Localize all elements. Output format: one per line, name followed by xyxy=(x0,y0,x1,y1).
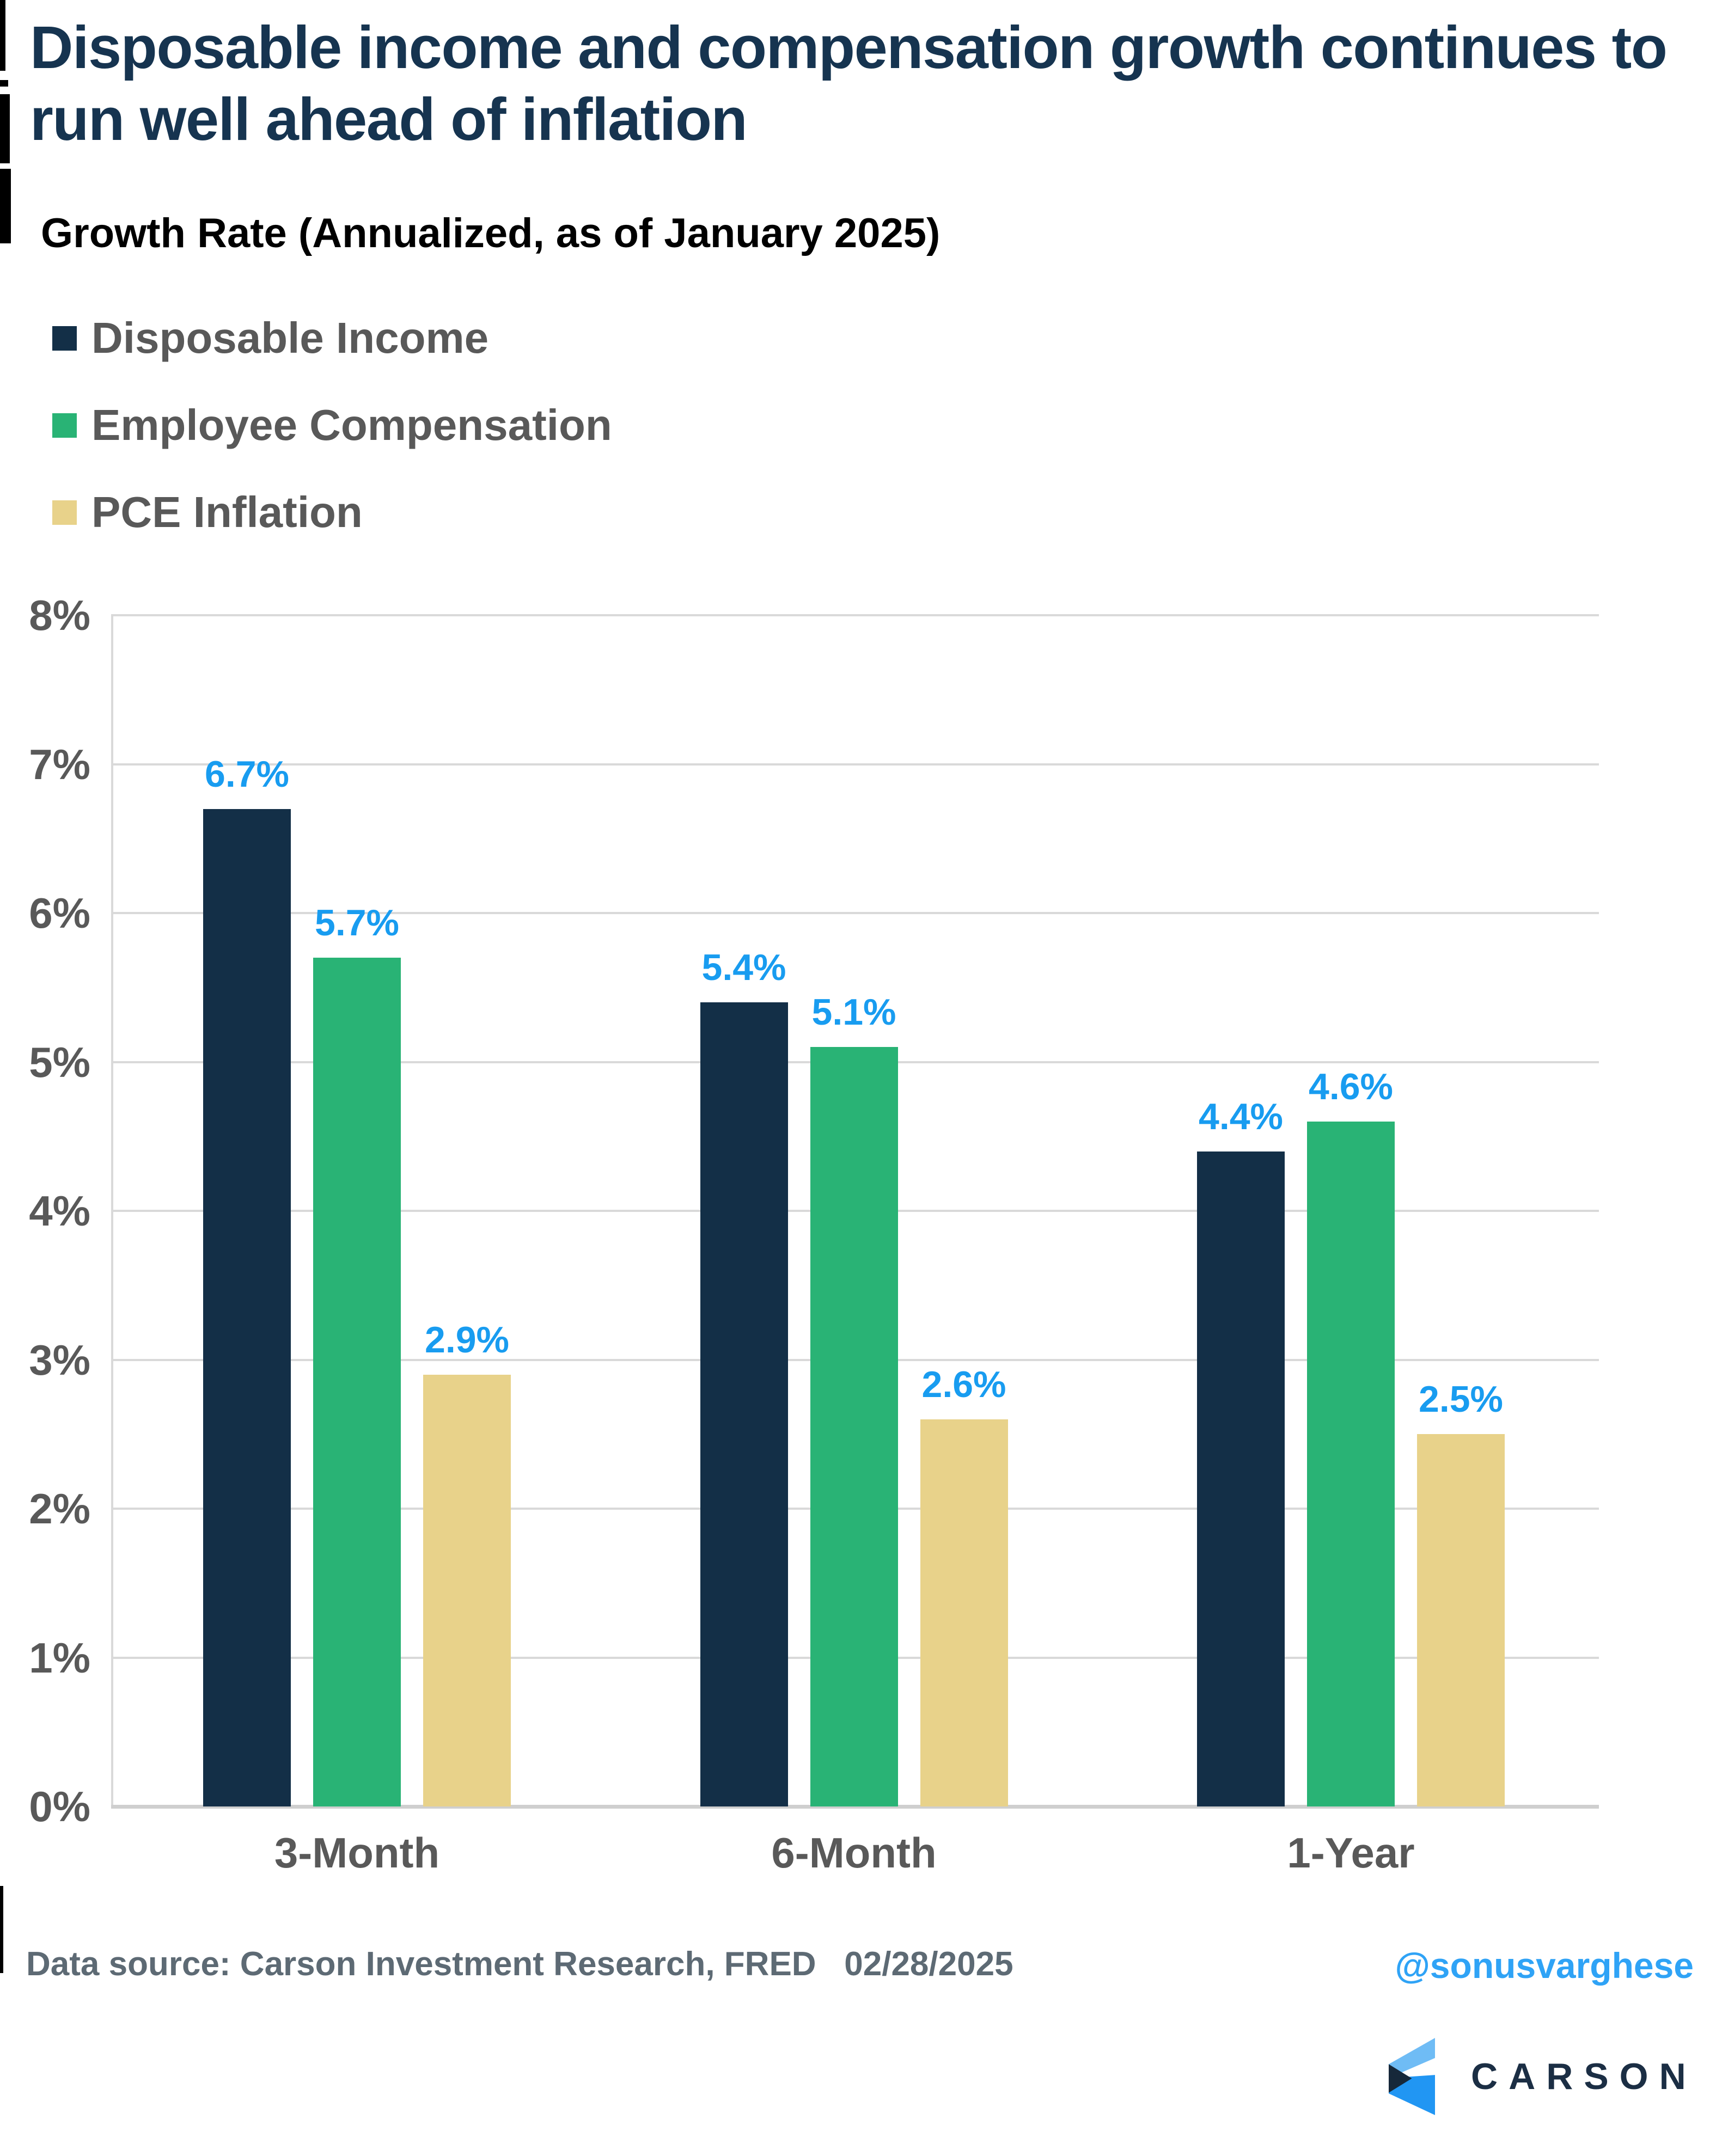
bar-value-label: 5.7% xyxy=(315,902,399,944)
legend-label: PCE Inflation xyxy=(91,488,363,536)
x-axis-line xyxy=(111,1805,1599,1809)
bar-6-month-pce-inflation xyxy=(920,1419,1008,1806)
legend-swatch xyxy=(52,326,77,351)
x-category-label-1-year: 1-Year xyxy=(1287,1829,1415,1877)
carson-logo-text: CARSON xyxy=(1471,2056,1697,2097)
carson-logo: CARSON xyxy=(1389,2037,1697,2116)
y-tick-label-7pct: 7% xyxy=(29,740,90,788)
bar-value-label: 4.6% xyxy=(1309,1065,1393,1107)
y-tick-label-4pct: 4% xyxy=(29,1187,90,1235)
y-tick-label-2pct: 2% xyxy=(29,1485,90,1533)
legend-item-2: PCE Inflation xyxy=(52,469,612,556)
bar-1-year-pce-inflation xyxy=(1417,1434,1505,1806)
y-tick-label-3pct: 3% xyxy=(29,1336,90,1384)
y-tick-label-6pct: 6% xyxy=(29,889,90,937)
bar-value-label: 6.7% xyxy=(205,753,289,795)
bar-value-label: 5.1% xyxy=(811,991,896,1033)
page-title-line2: run well ahead of inflation xyxy=(30,86,748,153)
edge-artifact xyxy=(0,0,5,71)
legend-swatch xyxy=(52,413,77,438)
edge-artifact xyxy=(0,94,10,163)
legend-label: Disposable Income xyxy=(91,314,489,362)
bar-value-label: 2.5% xyxy=(1419,1379,1503,1420)
y-tick-label-1pct: 1% xyxy=(29,1633,90,1682)
edge-artifact xyxy=(0,169,11,243)
bar-value-label: 2.9% xyxy=(425,1319,509,1361)
chart-subtitle: Growth Rate (Annualized, as of January 2… xyxy=(41,210,941,256)
y-tick-label-5pct: 5% xyxy=(29,1038,90,1086)
legend-item-1: Employee Compensation xyxy=(52,382,612,469)
legend-item-0: Disposable Income xyxy=(52,295,612,382)
x-category-label-6-month: 6-Month xyxy=(771,1829,937,1877)
legend-label: Employee Compensation xyxy=(91,401,612,449)
bar-3-month-employee-compensation xyxy=(313,958,401,1806)
edge-artifact xyxy=(0,80,8,87)
x-category-label-3-month: 3-Month xyxy=(274,1829,440,1877)
page-title: Disposable income and compensation growt… xyxy=(30,12,1715,156)
footer-data-source: Data source: Carson Investment Research,… xyxy=(26,1945,1013,1983)
bar-value-label: 2.6% xyxy=(921,1363,1006,1405)
bar-value-label: 5.4% xyxy=(701,947,786,989)
y-tick-label-8pct: 8% xyxy=(29,591,90,639)
chart-legend: Disposable Income Employee Compensation PC… xyxy=(52,295,612,556)
gridline-7pct xyxy=(111,763,1599,765)
edge-artifact xyxy=(0,1886,3,1973)
bar-6-month-employee-compensation xyxy=(810,1047,898,1806)
legend-swatch xyxy=(52,500,77,525)
carson-logo-icon xyxy=(1389,2038,1435,2115)
bar-1-year-disposable-income xyxy=(1197,1151,1285,1806)
page-title-line1: Disposable income and compensation growt… xyxy=(30,14,1668,81)
footer-twitter-handle: @sonusvarghese xyxy=(1395,1945,1694,1986)
y-tick-label-0pct: 0% xyxy=(29,1783,90,1830)
bar-6-month-disposable-income xyxy=(700,1002,788,1806)
bar-3-month-disposable-income xyxy=(203,808,291,1806)
gridline-6pct xyxy=(111,912,1599,914)
bar-3-month-pce-inflation xyxy=(423,1374,511,1806)
bar-1-year-employee-compensation xyxy=(1307,1121,1395,1806)
bar-value-label: 4.4% xyxy=(1199,1095,1283,1137)
gridline-8pct xyxy=(111,614,1599,616)
plot-area: 6.7% 5.7% 2.9% 5.4% 5.1% 2.6% 4.4% 4.6% 2.5% xyxy=(111,614,1599,1809)
